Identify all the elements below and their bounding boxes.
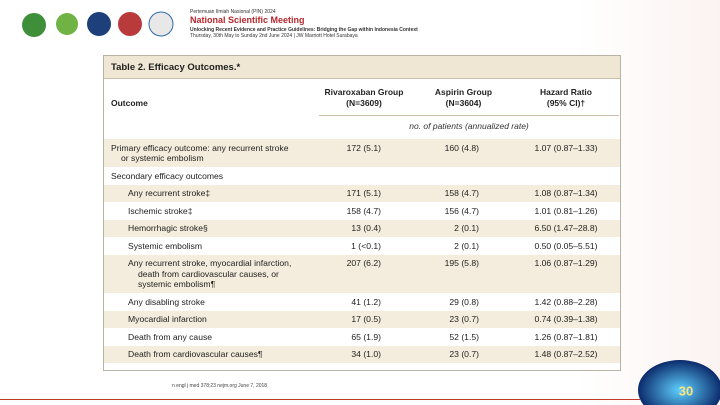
cell: 2 (0.1) [454, 223, 479, 233]
table-row: Secondary efficacy outcomes [104, 167, 620, 185]
label-line: Systemic embolism [128, 240, 203, 251]
footer-line [0, 399, 640, 400]
badge-brain [638, 360, 720, 405]
cell: 41 (1.2) [351, 296, 381, 307]
badge: 30 [638, 360, 720, 405]
table-row: Hemorrhagic stroke§ 13 (0.4) 2 (0.1) 6.50 (… [104, 219, 620, 237]
table-row: Ischemic stroke‡ 158 (4.7) 156 (4.7) 1.01 (… [104, 202, 620, 220]
cell: 23 (0.7) [449, 314, 479, 324]
label-line: or systemic embolism [121, 153, 204, 163]
cell: 156 (4.7) [444, 205, 479, 216]
cell: 172 (5.1) [346, 142, 381, 153]
label-line: Ischemic stroke‡ [128, 205, 193, 216]
row-label: Primary efficacy outcome: any recurrent … [104, 143, 311, 164]
header-rule [319, 115, 619, 116]
cell: 52 (1.5) [449, 331, 479, 342]
cell: 2 (0.1) [454, 240, 479, 251]
cell: 13 (0.4) [351, 223, 381, 233]
cell: 17 (0.5) [351, 314, 381, 324]
event: Pertemuan Ilmiah Nasional (PIN) 2024 [190, 9, 276, 15]
row-label: Systemic embolism [104, 241, 311, 252]
column-header: Outcome [111, 98, 148, 108]
cell: 158 (4.7) [444, 188, 479, 198]
label-line: Death from cardiovascular causes¶ [128, 349, 263, 359]
unit-note: no. of patients (annualized rate) [409, 121, 529, 131]
label-line: systemic embolism¶ [138, 279, 216, 289]
table-row: Any disabling stroke 41 (1.2) 29 (0.8) 1.42… [104, 293, 620, 311]
citation: n engl j med 378;23 nejm.org June 7, 201… [172, 383, 268, 389]
table-body: Primary efficacy outcome: any recurrent … [104, 139, 620, 363]
cell: 1.48 (0.87–2.52) [534, 349, 598, 359]
cell: 0.74 (0.39–1.38) [534, 314, 598, 324]
cell: 29 (0.8) [449, 296, 479, 307]
cell: 160 (4.8) [444, 142, 479, 153]
header-line: (N=3609) [346, 98, 382, 108]
cell: 1.08 (0.87–1.34) [534, 188, 598, 198]
row-label: Secondary efficacy outcomes [104, 171, 311, 182]
header-line: (95% CI)† [546, 98, 586, 108]
cell: 1.26 (0.87–1.81) [534, 331, 598, 342]
row-label: Death from cardiovascular causes¶ [104, 349, 311, 360]
header-line: Aspirin Group [434, 87, 493, 97]
meeting-title: National Scientific Meeting [190, 15, 305, 25]
row-label: Any recurrent stroke, myocardial infarct… [104, 258, 311, 290]
header-line: (N=3604) [445, 98, 482, 108]
cell: 0.50 (0.05–5.51) [534, 240, 598, 251]
row-label: Myocardial infarction [104, 314, 311, 325]
label-line: Any disabling stroke [128, 296, 205, 307]
label-line: Secondary efficacy outcomes [111, 170, 224, 181]
table-row: Death from any cause 65 (1.9) 52 (1.5) 1.26… [104, 328, 620, 346]
table-title-bar: Table 2. Efficacy Outcomes.* [104, 56, 620, 79]
label-line: Primary efficacy outcome: any recurrent … [111, 142, 289, 153]
column-header: Hazard Ratio (95% CI)† [526, 87, 606, 109]
logos [22, 11, 174, 37]
label-line: Hemorrhagic stroke§ [128, 223, 208, 233]
logo [87, 12, 111, 36]
cell: 1.07 (0.87–1.33) [534, 142, 598, 153]
logo [118, 12, 142, 36]
table-row: Myocardial infarction 17 (0.5) 23 (0.7) 0.7… [104, 310, 620, 328]
cell: 1.01 (0.81–1.26) [534, 205, 598, 216]
label-line: Any recurrent stroke‡ [128, 188, 211, 198]
cell: 6.50 (1.47–28.8) [534, 223, 598, 233]
header-line: Hazard Ratio [540, 87, 592, 97]
row-label: Any disabling stroke [104, 297, 311, 308]
label-line: death from cardiovascular causes, or [138, 268, 279, 279]
table-row: Any recurrent stroke‡ 171 (5.1) 158 (4.7) 1… [104, 184, 620, 202]
cell: 1 (<0.1) [351, 240, 381, 251]
logo [22, 13, 46, 37]
table-row: Systemic embolism 1 (<0.1) 2 (0.1) 0.50 (0.… [104, 237, 620, 255]
table-row: Death from cardiovascular causes¶ 34 (1.0… [104, 345, 620, 363]
column-header: Aspirin Group (N=3604) [426, 87, 501, 109]
logo [56, 13, 78, 35]
cell: 65 (1.9) [351, 331, 381, 342]
subtitle: Unlocking Recent Evidence and Practice G… [190, 27, 418, 33]
table: Table 2. Efficacy Outcomes.* Outcome Riv… [103, 55, 621, 371]
cell: 34 (1.0) [351, 349, 381, 359]
dates: Thursday, 30th May to Sunday 2nd June 20… [190, 33, 358, 39]
row-label: Ischemic stroke‡ [104, 206, 311, 217]
table-row: Primary efficacy outcome: any recurrent … [104, 139, 620, 167]
label-line: Any recurrent stroke, myocardial infarct… [128, 258, 292, 268]
column-header: Rivaroxaban Group (N=3609) [319, 87, 409, 109]
badge-number: 30 [679, 383, 693, 398]
label-line: Myocardial infarction [128, 314, 207, 324]
row-label: Any recurrent stroke‡ [104, 188, 311, 199]
cell: 207 (6.2) [346, 258, 381, 268]
cell: 171 (5.1) [346, 188, 381, 198]
logo [148, 11, 174, 37]
cell: 23 (0.7) [449, 349, 479, 359]
cell: 158 (4.7) [346, 205, 381, 216]
row-label: Death from any cause [104, 332, 311, 343]
cell: 1.42 (0.88–2.28) [534, 296, 598, 307]
table-row: Any recurrent stroke, myocardial infarct… [104, 254, 620, 293]
table-title: Table 2. Efficacy Outcomes.* [111, 62, 241, 73]
header-line: Rivaroxaban Group [324, 87, 404, 97]
label-line: Death from any cause [128, 331, 213, 342]
cell: 195 (5.8) [444, 258, 479, 268]
row-label: Hemorrhagic stroke§ [104, 223, 311, 234]
cell: 1.06 (0.87–1.29) [534, 258, 598, 268]
